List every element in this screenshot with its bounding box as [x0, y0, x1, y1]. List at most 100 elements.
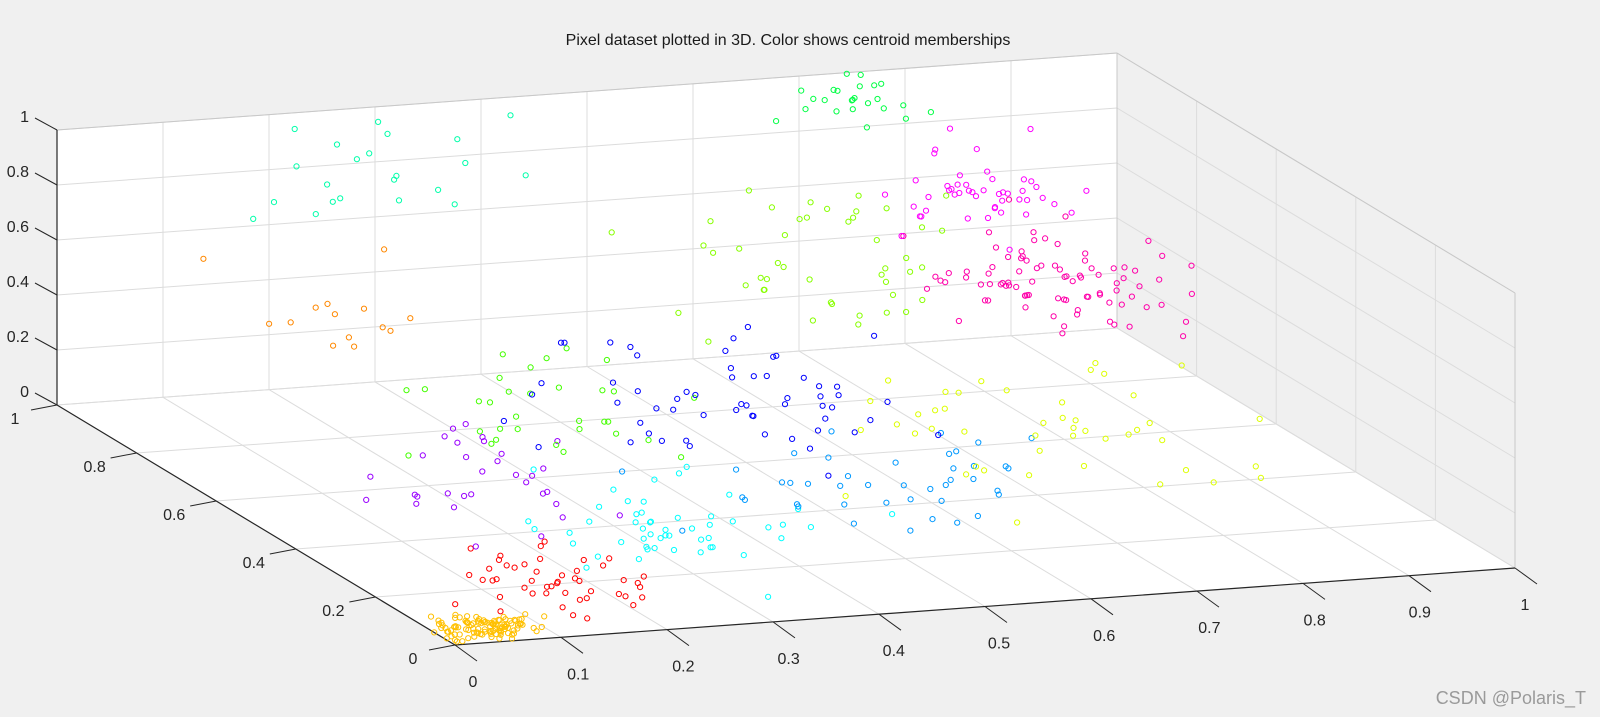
data-point-cluster-13 [1023, 211, 1030, 218]
data-point-cluster-9 [1014, 519, 1021, 526]
data-point-cluster-8 [609, 379, 617, 386]
y-tick-label: 0.2 [322, 603, 344, 620]
data-point-cluster-2 [495, 556, 503, 564]
data-point-cluster-12 [1031, 237, 1038, 244]
data-point-cluster-1 [481, 626, 488, 633]
data-point-cluster-12 [1158, 301, 1165, 308]
data-point-cluster-9 [1072, 417, 1079, 424]
grid-line-x-floor [374, 381, 774, 623]
data-point-cluster-1 [462, 617, 469, 625]
data-point-cluster-14 [821, 97, 828, 104]
data-point-cluster-5 [499, 351, 506, 358]
data-point-cluster-12 [1111, 321, 1118, 328]
data-point-cluster-12 [1120, 275, 1127, 282]
data-point-cluster-12 [900, 232, 907, 240]
data-point-cluster-8 [500, 417, 507, 425]
grid-line-z-back [56, 217, 1118, 296]
data-point-cluster-3 [494, 458, 501, 465]
data-point-cluster-8 [806, 445, 814, 452]
data-point-cluster-11 [366, 150, 373, 157]
data-point-cluster-9 [885, 377, 892, 384]
data-point-cluster-10 [919, 296, 926, 304]
data-point-cluster-2 [558, 572, 566, 579]
data-point-cluster-7 [733, 466, 740, 473]
data-point-cluster-8 [727, 365, 735, 372]
data-point-cluster-13 [991, 205, 998, 212]
data-point-cluster-8 [789, 435, 796, 442]
data-point-cluster-12 [1113, 287, 1120, 294]
data-point-cluster-5 [605, 418, 612, 425]
data-point-cluster-11 [333, 141, 341, 148]
data-point-cluster-8 [627, 343, 634, 351]
data-point-cluster-4 [569, 540, 577, 547]
data-point-cluster-4 [633, 511, 640, 518]
data-point-cluster-5 [543, 355, 550, 362]
data-point-cluster-12 [1074, 307, 1081, 314]
data-point-cluster-12 [1005, 253, 1012, 261]
data-point-cluster-13 [999, 197, 1006, 204]
data-point-cluster-9 [972, 463, 980, 470]
data-point-cluster-4 [666, 532, 673, 539]
data-point-cluster-14 [863, 124, 871, 131]
data-point-cluster-12 [1077, 274, 1085, 281]
data-point-cluster-9 [1032, 432, 1039, 439]
data-point-cluster-4 [807, 524, 815, 531]
data-point-cluster-7 [994, 487, 1001, 494]
data-point-cluster-12 [1132, 267, 1139, 274]
data-point-cluster-9 [1026, 472, 1033, 479]
data-point-cluster-7 [1002, 463, 1009, 470]
data-point-cluster-10 [710, 249, 717, 256]
data-point-cluster-1 [496, 627, 503, 634]
data-point-cluster-5 [513, 413, 520, 420]
data-point-cluster-5 [601, 418, 608, 425]
data-point-cluster-7 [787, 479, 794, 486]
data-point-cluster-13 [1027, 125, 1034, 133]
data-point-cluster-4 [647, 531, 654, 538]
data-point-cluster-2 [600, 562, 607, 569]
data-point-cluster-4 [596, 503, 603, 510]
data-point-cluster-1 [496, 635, 503, 642]
data-point-cluster-12 [1180, 333, 1187, 340]
data-point-cluster-8 [763, 372, 770, 380]
data-point-cluster-13 [1033, 183, 1040, 191]
data-point-cluster-4 [688, 525, 696, 532]
data-point-cluster-2 [543, 590, 550, 597]
x-tick-mark [772, 621, 796, 639]
data-point-cluster-5 [496, 374, 503, 381]
data-point-cluster-14 [830, 86, 837, 94]
data-point-cluster-12 [1159, 252, 1166, 259]
data-point-cluster-4 [632, 519, 639, 526]
data-point-cluster-1 [452, 624, 459, 631]
data-point-cluster-10 [883, 309, 890, 316]
data-point-cluster-8 [607, 339, 614, 346]
data-point-cluster-11 [337, 195, 344, 202]
data-point-cluster-10 [809, 317, 817, 324]
grid-line-z-back [56, 272, 1118, 351]
data-point-cluster-1 [508, 635, 516, 642]
x-tick-mark [666, 629, 690, 647]
y-tick-mark [349, 596, 376, 603]
y-tick-mark [269, 548, 296, 555]
data-point-cluster-9 [981, 467, 988, 474]
data-point-cluster-13 [1024, 197, 1031, 204]
data-point-cluster-7 [950, 465, 957, 472]
y-tick-label: 0.4 [243, 555, 265, 572]
data-point-cluster-3 [414, 493, 421, 500]
data-point-cluster-10 [742, 282, 749, 289]
data-point-cluster-2 [559, 604, 566, 611]
data-point-cluster-9 [1059, 414, 1066, 421]
data-point-cluster-12 [985, 297, 992, 304]
data-point-cluster-12 [1110, 265, 1117, 272]
data-point-cluster-11 [375, 118, 382, 126]
data-point-cluster-2 [529, 590, 536, 597]
data-point-cluster-1 [518, 615, 525, 623]
data-point-cluster-12 [1188, 262, 1195, 269]
data-point-cluster-1 [452, 614, 459, 622]
data-point-cluster-4 [662, 526, 669, 533]
data-point-cluster-9 [1003, 387, 1010, 394]
data-point-cluster-13 [954, 181, 961, 188]
data-point-cluster-9 [1082, 427, 1089, 434]
data-point-cluster-3 [419, 452, 426, 459]
y-axis-line [56, 404, 456, 646]
data-point-cluster-9 [955, 389, 962, 396]
